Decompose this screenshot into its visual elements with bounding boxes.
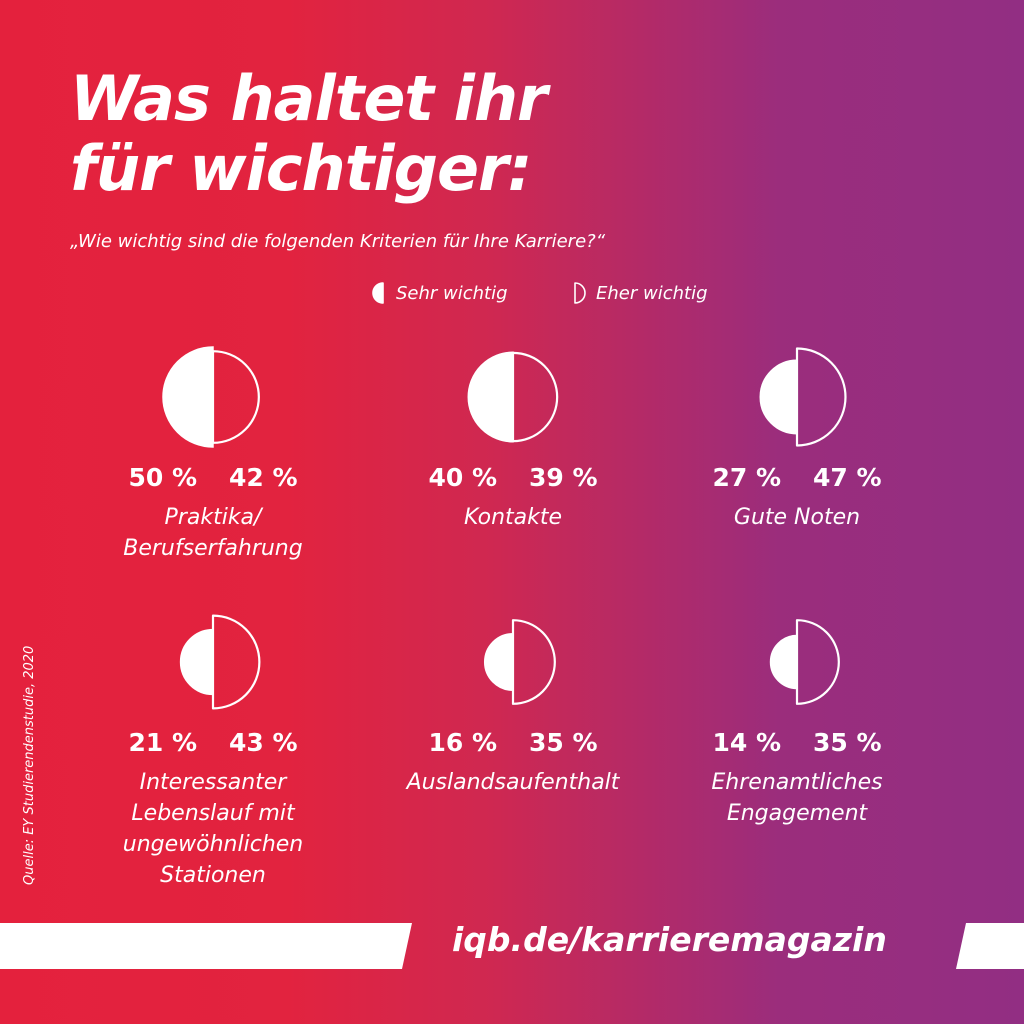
category-label-line: Kontakte <box>463 505 563 530</box>
half-circle-pair <box>162 346 260 448</box>
value-sehr-wichtig: 27 % <box>712 463 781 492</box>
mark-eher-wichtig <box>511 351 559 443</box>
mark-sehr-wichtig <box>162 346 214 448</box>
category-label-line: Lebenslauf mit <box>131 801 295 826</box>
half-circle-pair <box>769 619 840 705</box>
footer-band-left <box>0 923 412 969</box>
legend-label-sehr: Sehr wichtig <box>396 282 508 304</box>
mark-eher-wichtig <box>211 614 261 710</box>
mark-sehr-wichtig <box>759 359 798 435</box>
category-label-line: Berufserfahrung <box>123 536 303 561</box>
category-label-line: Auslandsaufenthalt <box>406 770 620 795</box>
mark-eher-wichtig <box>511 619 556 705</box>
chart-item: 21 % 43 % Interessanter Lebenslauf mit ungew… <box>73 610 353 891</box>
mark-sehr-wichtig <box>769 634 798 690</box>
mark-eher-wichtig <box>795 347 847 447</box>
half-circle-pair <box>759 347 847 447</box>
chart-item: 14 % 35 % Ehrenamtliches Engagement <box>657 610 937 829</box>
category-label-line: Stationen <box>160 863 266 888</box>
percent-values: 40 % 39 % <box>373 462 653 494</box>
legend-item-sehr-wichtig: Sehr wichtig <box>370 282 508 304</box>
mark-eher-wichtig <box>795 619 840 705</box>
chart-item: 40 % 39 % Kontakte <box>373 345 653 533</box>
value-eher-wichtig: 35 % <box>813 728 882 757</box>
value-eher-wichtig: 35 % <box>529 728 598 757</box>
percent-values: 50 % 42 % <box>73 462 353 494</box>
value-sehr-wichtig: 21 % <box>128 728 197 757</box>
mark-sehr-wichtig <box>484 632 514 692</box>
value-sehr-wichtig: 50 % <box>128 463 197 492</box>
category-label-line: Praktika/ <box>164 505 262 530</box>
value-sehr-wichtig: 40 % <box>428 463 497 492</box>
half-circle-outline-icon <box>574 282 586 304</box>
half-circle-pair <box>467 351 559 443</box>
category-label: Auslandsaufenthalt <box>373 767 653 798</box>
value-eher-wichtig: 47 % <box>813 463 882 492</box>
percent-values: 14 % 35 % <box>657 727 937 759</box>
chart-item: 16 % 35 % Auslandsaufenthalt <box>373 610 653 798</box>
category-label: Kontakte <box>373 502 653 533</box>
half-circle-pair <box>484 619 556 705</box>
chart-item: 50 % 42 % Praktika/Berufserfahrung <box>73 345 353 564</box>
chart-item: 27 % 47 % Gute Noten <box>657 345 937 533</box>
half-circle-filled-icon <box>372 282 384 304</box>
category-label: Gute Noten <box>657 502 937 533</box>
half-circle-pair <box>179 614 261 710</box>
category-label: Ehrenamtliches Engagement <box>657 767 937 829</box>
category-label-line: ungewöhnlichen <box>122 832 304 857</box>
source-note: Quelle: EY Studierendenstudie, 2020 <box>22 645 37 885</box>
category-label-line: Gute Noten <box>733 505 861 530</box>
value-sehr-wichtig: 14 % <box>712 728 781 757</box>
category-label-line: Ehrenamtliches <box>711 770 883 795</box>
category-label: Interessanter Lebenslauf mit ungewöhnliche… <box>73 767 353 891</box>
percent-values: 27 % 47 % <box>657 462 937 494</box>
value-sehr-wichtig: 16 % <box>428 728 497 757</box>
value-eher-wichtig: 39 % <box>529 463 598 492</box>
mark-sehr-wichtig <box>179 628 214 696</box>
value-eher-wichtig: 43 % <box>229 728 298 757</box>
page-title: Was haltet ihr für wichtiger: <box>70 62 548 205</box>
title-line-1: Was haltet ihr <box>70 62 548 135</box>
percent-values: 21 % 43 % <box>73 727 353 759</box>
percent-values: 16 % 35 % <box>373 727 653 759</box>
title-line-2: für wichtiger: <box>70 132 532 205</box>
mark-sehr-wichtig <box>467 351 514 443</box>
category-label-line: Engagement <box>726 801 868 826</box>
legend-label-eher: Eher wichtig <box>596 282 708 304</box>
footer-url[interactable]: iqb.de/karrieremagazin <box>452 920 887 959</box>
legend-item-eher-wichtig: Eher wichtig <box>570 282 708 304</box>
value-eher-wichtig: 42 % <box>229 463 298 492</box>
chart-subtitle: „Wie wichtig sind die folgenden Kriterie… <box>70 231 606 252</box>
category-label: Praktika/Berufserfahrung <box>73 502 353 564</box>
category-label-line: Interessanter <box>139 770 287 795</box>
footer-band-right <box>956 923 1024 969</box>
mark-eher-wichtig <box>211 350 260 444</box>
